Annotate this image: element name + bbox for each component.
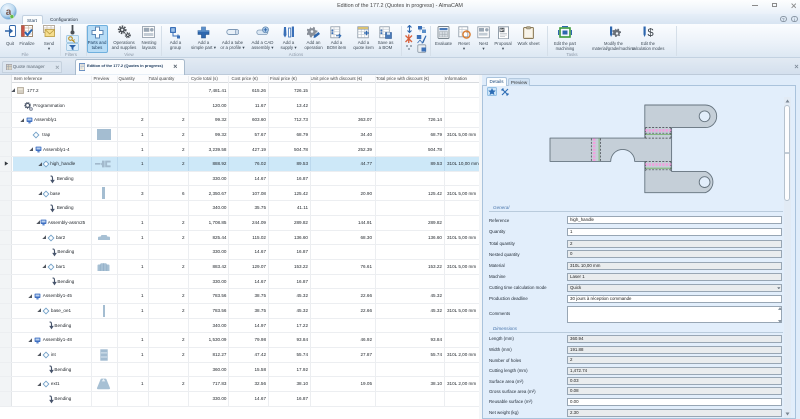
svg-text:a: a xyxy=(6,7,12,18)
svg-text:$: $ xyxy=(648,27,654,39)
svg-text:$: $ xyxy=(501,27,504,32)
